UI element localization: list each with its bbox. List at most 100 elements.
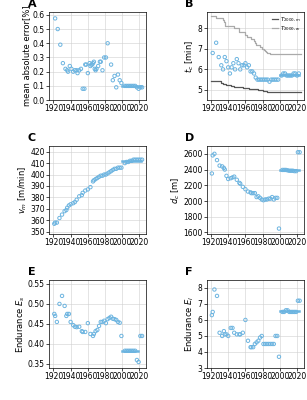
Point — [71, 200, 76, 206]
Point — [283, 167, 288, 173]
Point — [100, 67, 105, 74]
Point — [138, 333, 143, 339]
Point — [87, 60, 92, 66]
Point — [65, 204, 70, 211]
Point — [110, 316, 115, 322]
Point — [271, 196, 276, 203]
Y-axis label: $d_c$ [m]: $d_c$ [m] — [169, 176, 182, 204]
Point — [105, 316, 110, 322]
Point — [126, 159, 131, 165]
Y-axis label: $t_c$ [min]: $t_c$ [min] — [184, 40, 196, 72]
Point — [224, 331, 229, 338]
Point — [273, 333, 278, 339]
Y-axis label: mean absolute error[%]: mean absolute error[%] — [22, 6, 31, 106]
Point — [134, 156, 139, 163]
Point — [72, 199, 77, 205]
Point — [239, 62, 244, 68]
Point — [264, 341, 269, 347]
Point — [247, 62, 251, 68]
Point — [282, 70, 287, 77]
Point — [283, 307, 288, 314]
Point — [224, 173, 229, 179]
Point — [263, 341, 268, 347]
Point — [258, 76, 263, 83]
Point — [52, 220, 57, 227]
Point — [119, 333, 124, 339]
Point — [60, 293, 64, 299]
Point — [258, 195, 262, 201]
Point — [226, 176, 231, 182]
Point — [65, 311, 70, 317]
Point — [93, 176, 98, 182]
Text: B: B — [185, 0, 194, 9]
Point — [230, 325, 235, 331]
Point — [275, 195, 280, 201]
Point — [255, 76, 260, 83]
Text: D: D — [185, 133, 195, 143]
Point — [240, 330, 245, 336]
Point — [216, 54, 221, 60]
Point — [238, 331, 243, 338]
Point — [274, 76, 279, 83]
Point — [75, 70, 80, 76]
Text: E: E — [28, 267, 35, 277]
Point — [250, 68, 255, 75]
Point — [215, 293, 220, 299]
Point — [103, 171, 108, 178]
Point — [240, 184, 245, 190]
Point — [77, 324, 82, 330]
Point — [248, 189, 253, 196]
Point — [117, 320, 122, 326]
Point — [97, 174, 102, 180]
Point — [282, 309, 287, 315]
Point — [252, 190, 257, 196]
Point — [253, 74, 258, 81]
Point — [129, 158, 134, 164]
Point — [268, 196, 273, 202]
Point — [71, 68, 76, 75]
Point — [209, 312, 214, 318]
Point — [110, 167, 115, 173]
Point — [256, 338, 261, 344]
Point — [246, 338, 251, 344]
Point — [119, 164, 124, 171]
Point — [90, 61, 95, 68]
Point — [270, 194, 274, 200]
Point — [280, 309, 285, 315]
Point — [74, 324, 79, 330]
Point — [66, 311, 71, 317]
Y-axis label: Endurance $E_s$: Endurance $E_s$ — [14, 295, 27, 353]
Point — [52, 311, 57, 317]
Point — [115, 164, 120, 171]
Point — [136, 156, 141, 163]
Point — [228, 175, 233, 181]
Point — [122, 83, 127, 89]
Point — [241, 62, 246, 68]
Point — [102, 54, 107, 61]
Point — [294, 168, 299, 174]
Point — [220, 333, 225, 339]
Point — [259, 196, 264, 203]
Point — [246, 188, 251, 195]
Point — [131, 83, 136, 89]
Point — [126, 348, 131, 354]
Point — [114, 317, 119, 323]
Point — [243, 60, 248, 66]
Point — [236, 60, 241, 66]
Point — [234, 331, 239, 338]
Point — [95, 327, 100, 333]
Point — [238, 66, 243, 72]
Point — [112, 166, 117, 172]
Text: C: C — [28, 133, 36, 143]
Point — [295, 72, 300, 79]
Point — [82, 86, 87, 92]
Point — [138, 156, 143, 163]
Point — [77, 193, 82, 200]
Point — [131, 348, 136, 354]
Point — [226, 333, 231, 339]
Point — [91, 178, 95, 185]
Point — [102, 318, 107, 324]
Point — [217, 330, 222, 336]
Point — [100, 319, 105, 325]
Point — [210, 309, 215, 315]
